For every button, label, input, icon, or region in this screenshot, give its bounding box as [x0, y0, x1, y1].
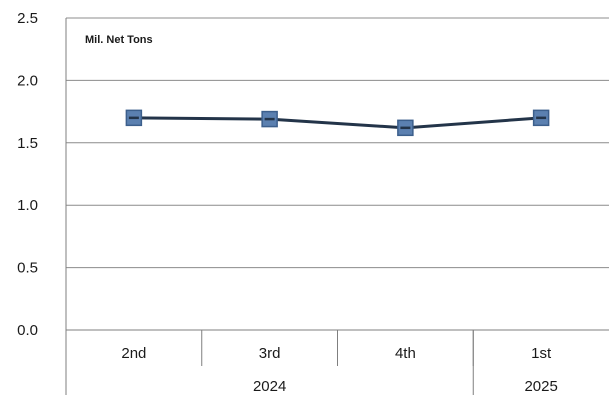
x-category-label: 1st [531, 345, 552, 362]
axes [65, 18, 609, 395]
y-tick-label: 1.0 [17, 197, 38, 214]
y-tick-label: 0.5 [17, 260, 38, 277]
y-tick-label: 0.0 [17, 322, 38, 339]
series-line-path [133, 116, 542, 130]
y-tick-label: 1.5 [17, 135, 38, 152]
series-line [125, 109, 550, 137]
x-category-label: 2nd [121, 345, 146, 362]
unit-label: Mil. Net Tons [85, 34, 153, 46]
x-category-label: 4th [395, 345, 416, 362]
y-tick-label: 2.5 [17, 10, 38, 27]
x-category-labels: 2024 2025 2nd 3rd 4th 1st [121, 345, 557, 395]
x-group-label: 2024 [253, 378, 286, 395]
y-tick-labels: 0.0 0.5 1.0 1.5 2.0 2.5 [17, 10, 38, 339]
x-group-label: 2025 [524, 378, 557, 395]
gridlines [66, 17, 609, 269]
y-tick-label: 2.0 [17, 72, 38, 89]
x-category-label: 3rd [259, 345, 281, 362]
